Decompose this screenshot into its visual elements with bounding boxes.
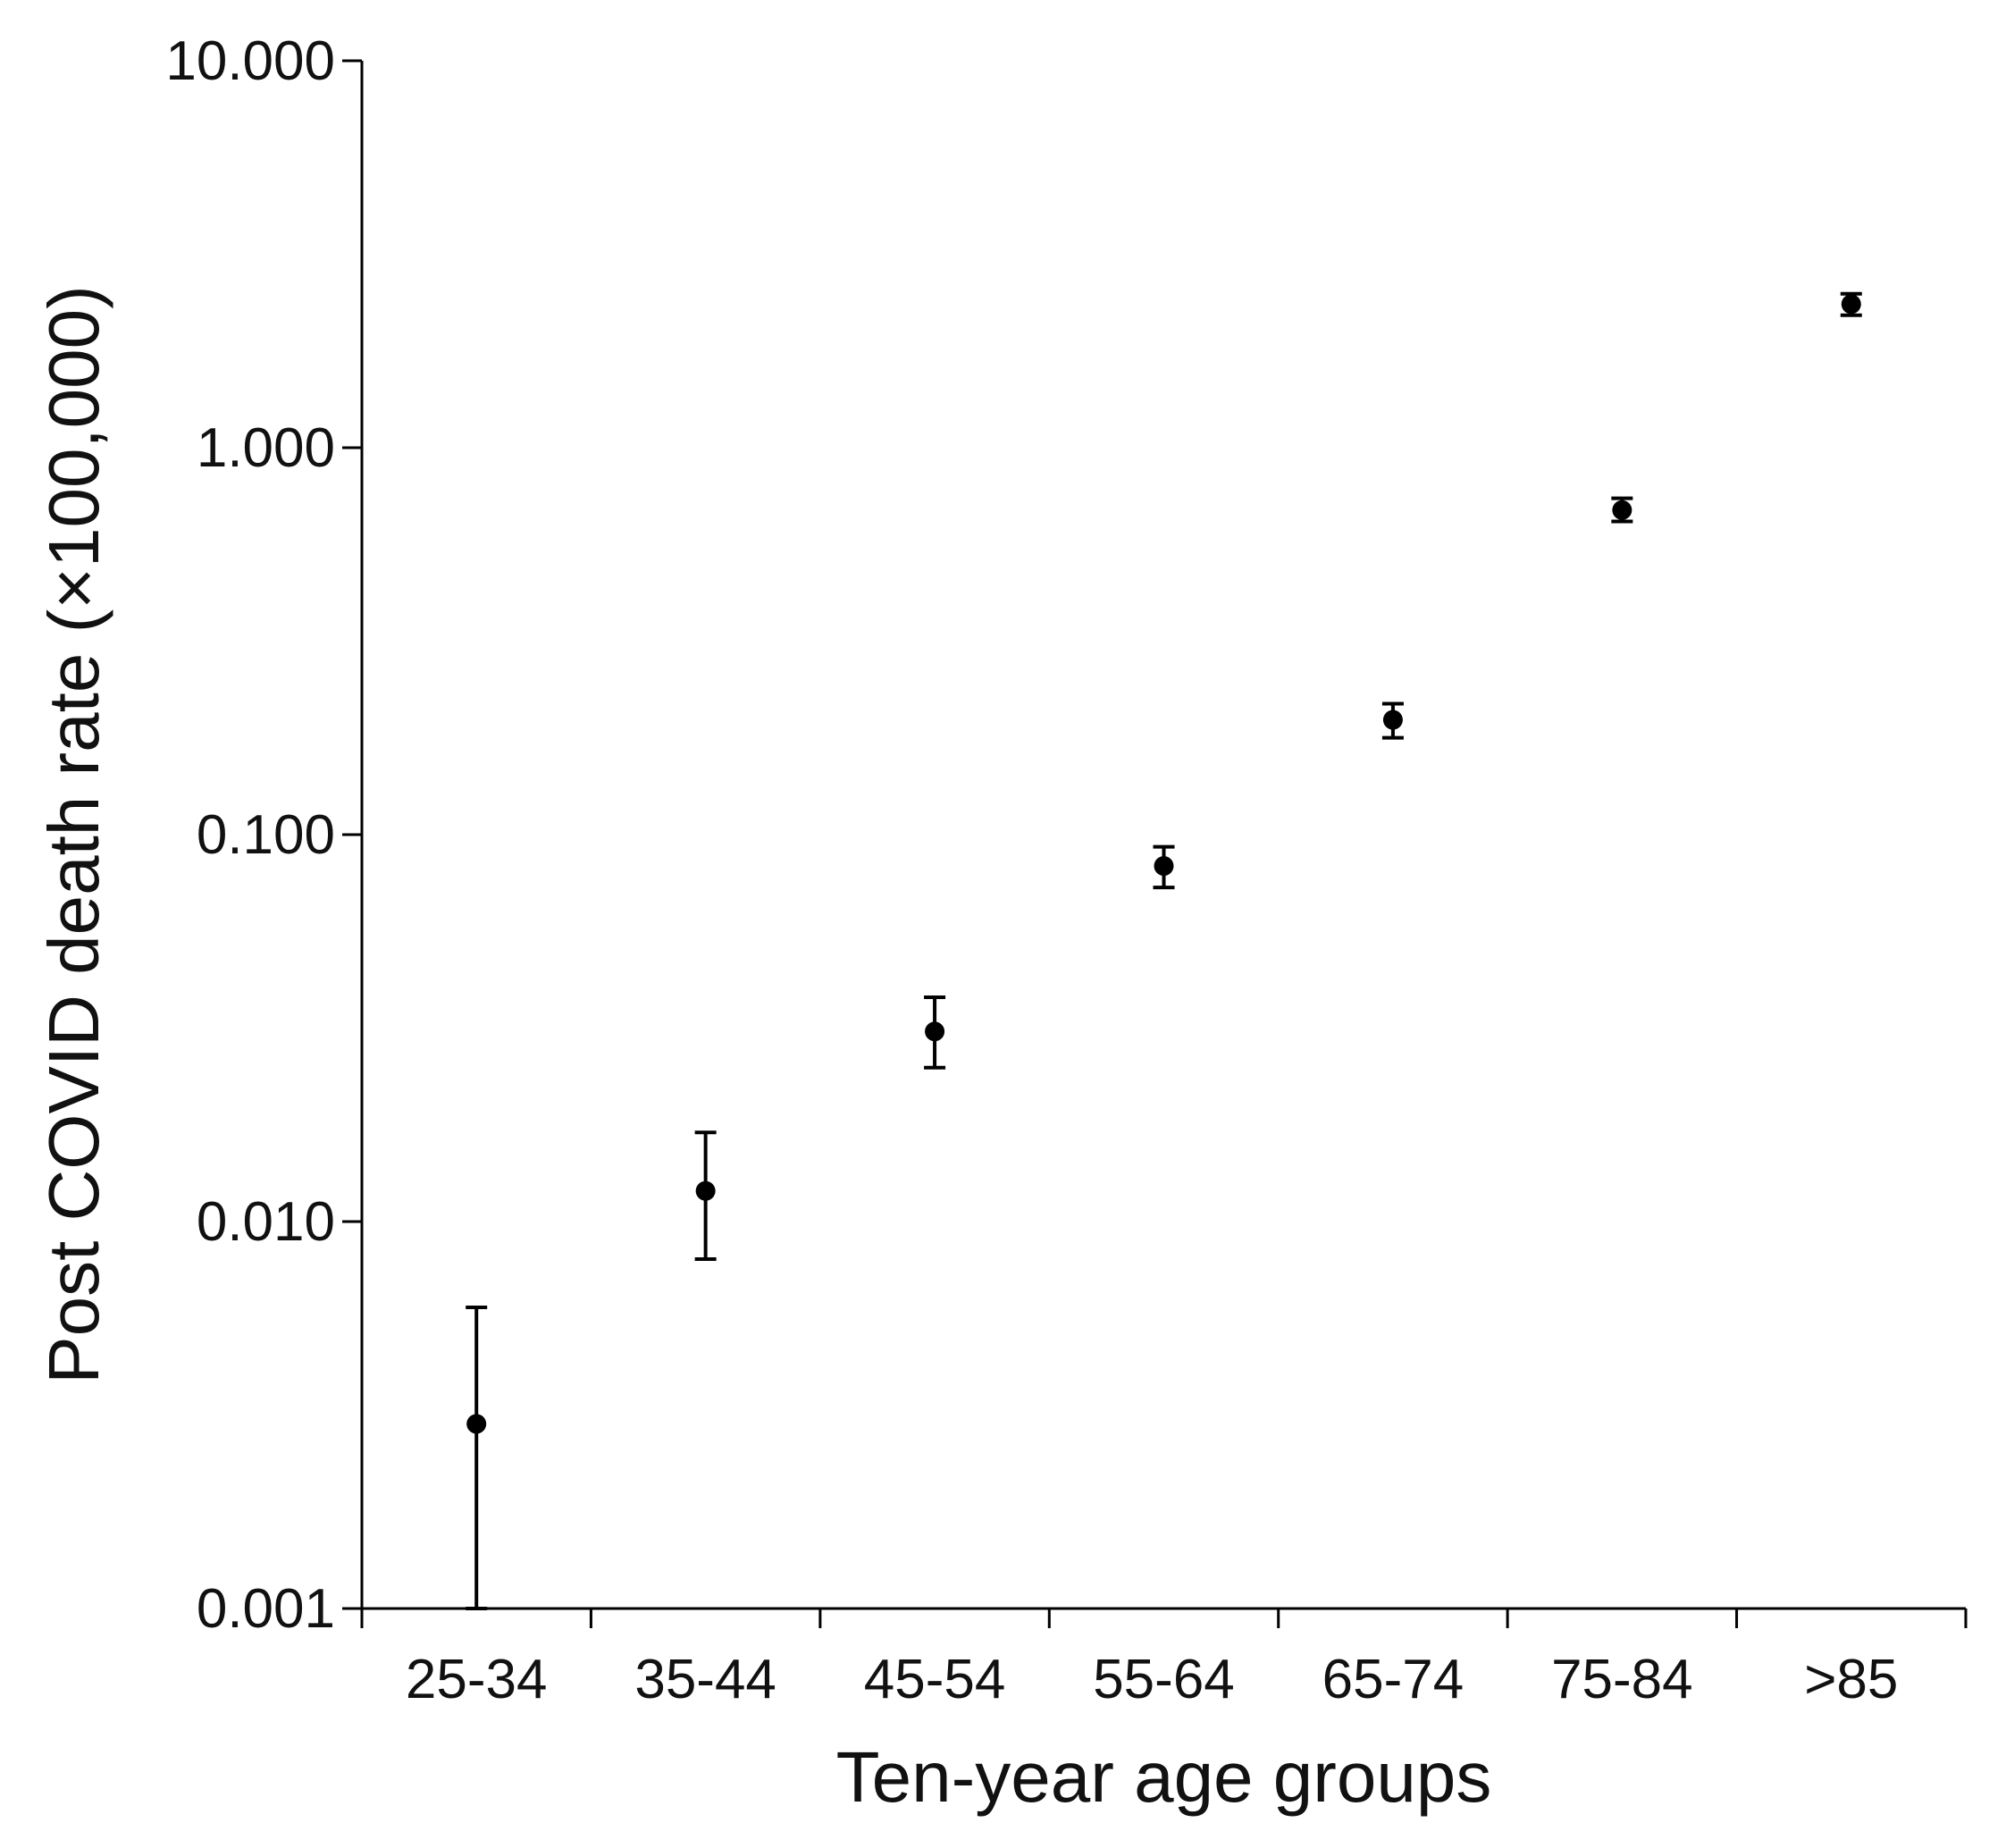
data-point-group bbox=[1840, 291, 1862, 317]
y-tick-label: 0.010 bbox=[197, 1191, 335, 1253]
x-tick-label: 65-74 bbox=[1322, 1649, 1464, 1710]
x-tick-label: 55-64 bbox=[1093, 1649, 1235, 1710]
data-point-group bbox=[1611, 496, 1633, 524]
data-point-group bbox=[924, 995, 946, 1070]
x-ticks: 25-34 35-44 45-54 55-64 65-74 75-84 >85 bbox=[360, 1609, 1968, 1710]
x-tick-label: 35-44 bbox=[634, 1649, 776, 1710]
x-axis-label: Ten-year age groups bbox=[836, 1737, 1492, 1817]
x-tick-label: 75-84 bbox=[1551, 1649, 1693, 1710]
data-point-group bbox=[694, 1130, 717, 1261]
data-point bbox=[1841, 294, 1861, 315]
data-series bbox=[466, 291, 1862, 1610]
data-point bbox=[695, 1180, 716, 1201]
y-tick-label: 1.000 bbox=[197, 417, 335, 479]
y-tick-label: 0.001 bbox=[197, 1578, 335, 1640]
x-tick-label: 25-34 bbox=[406, 1649, 548, 1710]
x-tick-label: >85 bbox=[1804, 1649, 1898, 1710]
y-ticks: 0.001 0.010 0.100 1.000 10.000 bbox=[165, 30, 362, 1640]
data-point bbox=[466, 1414, 487, 1434]
y-axis-label: Post COVID death rate (×100,000) bbox=[34, 285, 113, 1384]
data-point bbox=[925, 1021, 945, 1042]
x-tick-label: 45-54 bbox=[864, 1649, 1006, 1710]
data-point bbox=[1154, 856, 1174, 877]
data-point-group bbox=[466, 1306, 488, 1610]
data-point bbox=[1382, 710, 1403, 730]
data-point bbox=[1612, 500, 1632, 520]
y-tick-label: 10.000 bbox=[165, 30, 335, 92]
data-point-group bbox=[1381, 701, 1404, 740]
y-tick-label: 0.100 bbox=[197, 804, 335, 866]
data-point-group bbox=[1153, 844, 1175, 890]
